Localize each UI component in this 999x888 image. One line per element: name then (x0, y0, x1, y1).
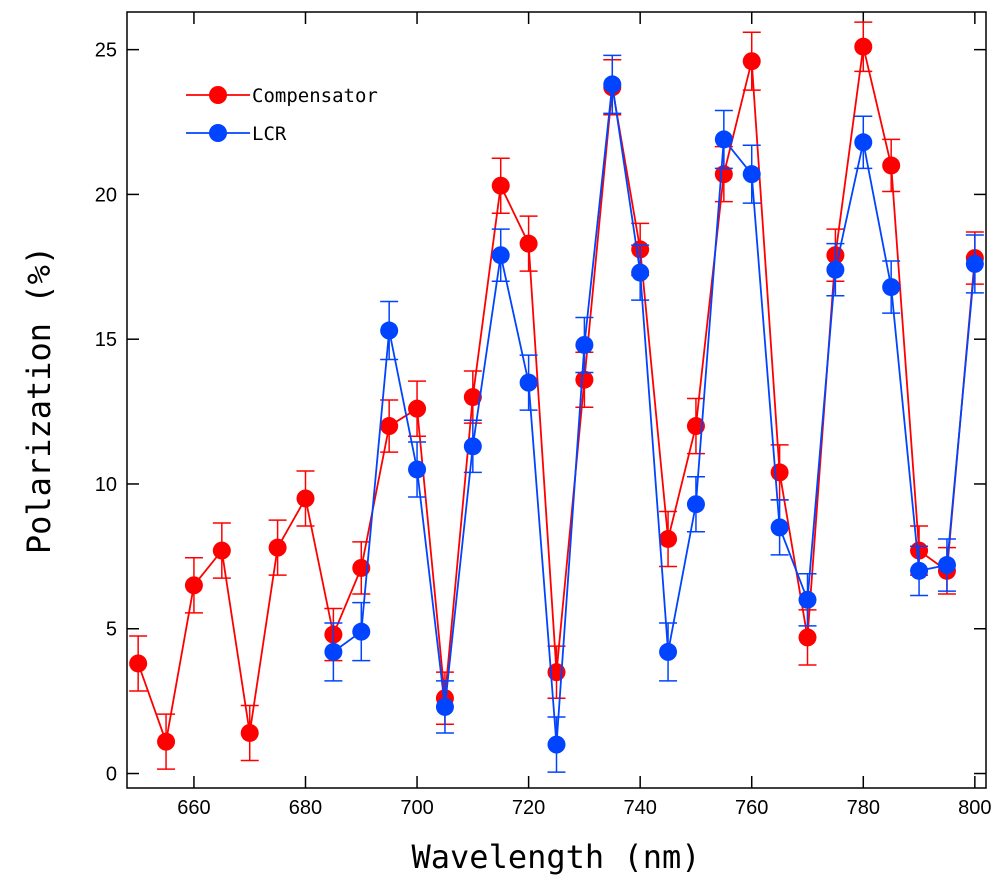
data-point-compensator (240, 723, 259, 742)
x-tick-label: 720 (512, 797, 545, 819)
data-point-compensator (659, 529, 678, 548)
y-axis: 0 5 10 15 20 25 (95, 40, 986, 786)
data-point-lcr (491, 246, 510, 265)
series-layer (129, 21, 984, 773)
plot-frame (126, 11, 987, 789)
data-point-lcr (519, 373, 538, 392)
data-point-compensator (129, 654, 148, 673)
y-tick-label: 0 (106, 764, 117, 786)
data-point-lcr (714, 130, 733, 149)
legend-item-lcr: LCR (186, 123, 287, 145)
data-point-lcr (631, 263, 650, 282)
data-point-lcr (435, 697, 454, 716)
data-point-compensator (408, 399, 427, 418)
data-point-compensator (268, 538, 287, 557)
data-point-compensator (714, 165, 733, 184)
data-point-compensator (575, 370, 594, 389)
y-tick-label: 20 (95, 184, 117, 206)
y-tick-label: 25 (95, 40, 117, 62)
x-tick-label: 660 (177, 797, 210, 819)
data-point-lcr (603, 75, 622, 94)
data-point-lcr (826, 260, 845, 279)
data-point-compensator (212, 541, 231, 560)
x-axis-title: Wavelength (nm) (412, 838, 701, 876)
data-point-lcr (352, 622, 371, 641)
data-point-lcr (324, 642, 343, 661)
data-point-compensator (380, 417, 399, 436)
data-point-compensator (798, 628, 817, 647)
data-point-compensator (882, 156, 901, 175)
x-axis: 660 680 700 720 740 760 780 800 (177, 12, 992, 819)
data-point-compensator (491, 176, 510, 195)
data-point-lcr (380, 321, 399, 340)
series-line-compensator (137, 46, 976, 746)
data-point-lcr (910, 561, 929, 580)
data-point-compensator (184, 576, 203, 595)
data-point-lcr (575, 335, 594, 354)
y-tick-label: 5 (106, 619, 117, 641)
data-point-compensator (352, 558, 371, 577)
data-point-compensator (686, 417, 705, 436)
data-point-lcr (965, 254, 984, 273)
y-tick-label: 15 (95, 329, 117, 351)
data-point-lcr (882, 278, 901, 297)
x-tick-label: 700 (400, 797, 433, 819)
data-point-lcr (686, 495, 705, 514)
series-line-lcr (332, 84, 976, 745)
data-point-lcr (659, 642, 678, 661)
x-tick-label: 760 (735, 797, 768, 819)
data-point-compensator (854, 37, 873, 56)
x-tick-label: 780 (847, 797, 880, 819)
data-point-compensator (770, 463, 789, 482)
data-point-compensator (519, 234, 538, 253)
y-axis-title: Polarization (%) (20, 246, 58, 554)
x-tick-label: 740 (623, 797, 656, 819)
data-point-lcr (854, 133, 873, 152)
x-tick-label: 680 (289, 797, 322, 819)
x-tick-label: 800 (958, 797, 991, 819)
y-tick-label: 10 (95, 474, 117, 496)
data-point-lcr (770, 518, 789, 537)
series-lcr (324, 54, 984, 773)
data-point-lcr (463, 437, 482, 456)
data-point-lcr (798, 590, 817, 609)
data-point-compensator (742, 52, 761, 71)
data-point-lcr (937, 556, 956, 575)
data-point-compensator (463, 388, 482, 407)
legend-marker (209, 86, 227, 104)
legend: Compensator LCR (186, 85, 378, 145)
data-point-lcr (408, 460, 427, 479)
data-point-compensator (157, 732, 176, 751)
legend-item-compensator: Compensator (186, 85, 378, 107)
legend-label: LCR (252, 123, 287, 145)
legend-marker (209, 124, 227, 142)
data-point-lcr (742, 165, 761, 184)
data-point-compensator (296, 489, 315, 508)
data-point-lcr (547, 735, 566, 754)
legend-label: Compensator (252, 85, 378, 107)
